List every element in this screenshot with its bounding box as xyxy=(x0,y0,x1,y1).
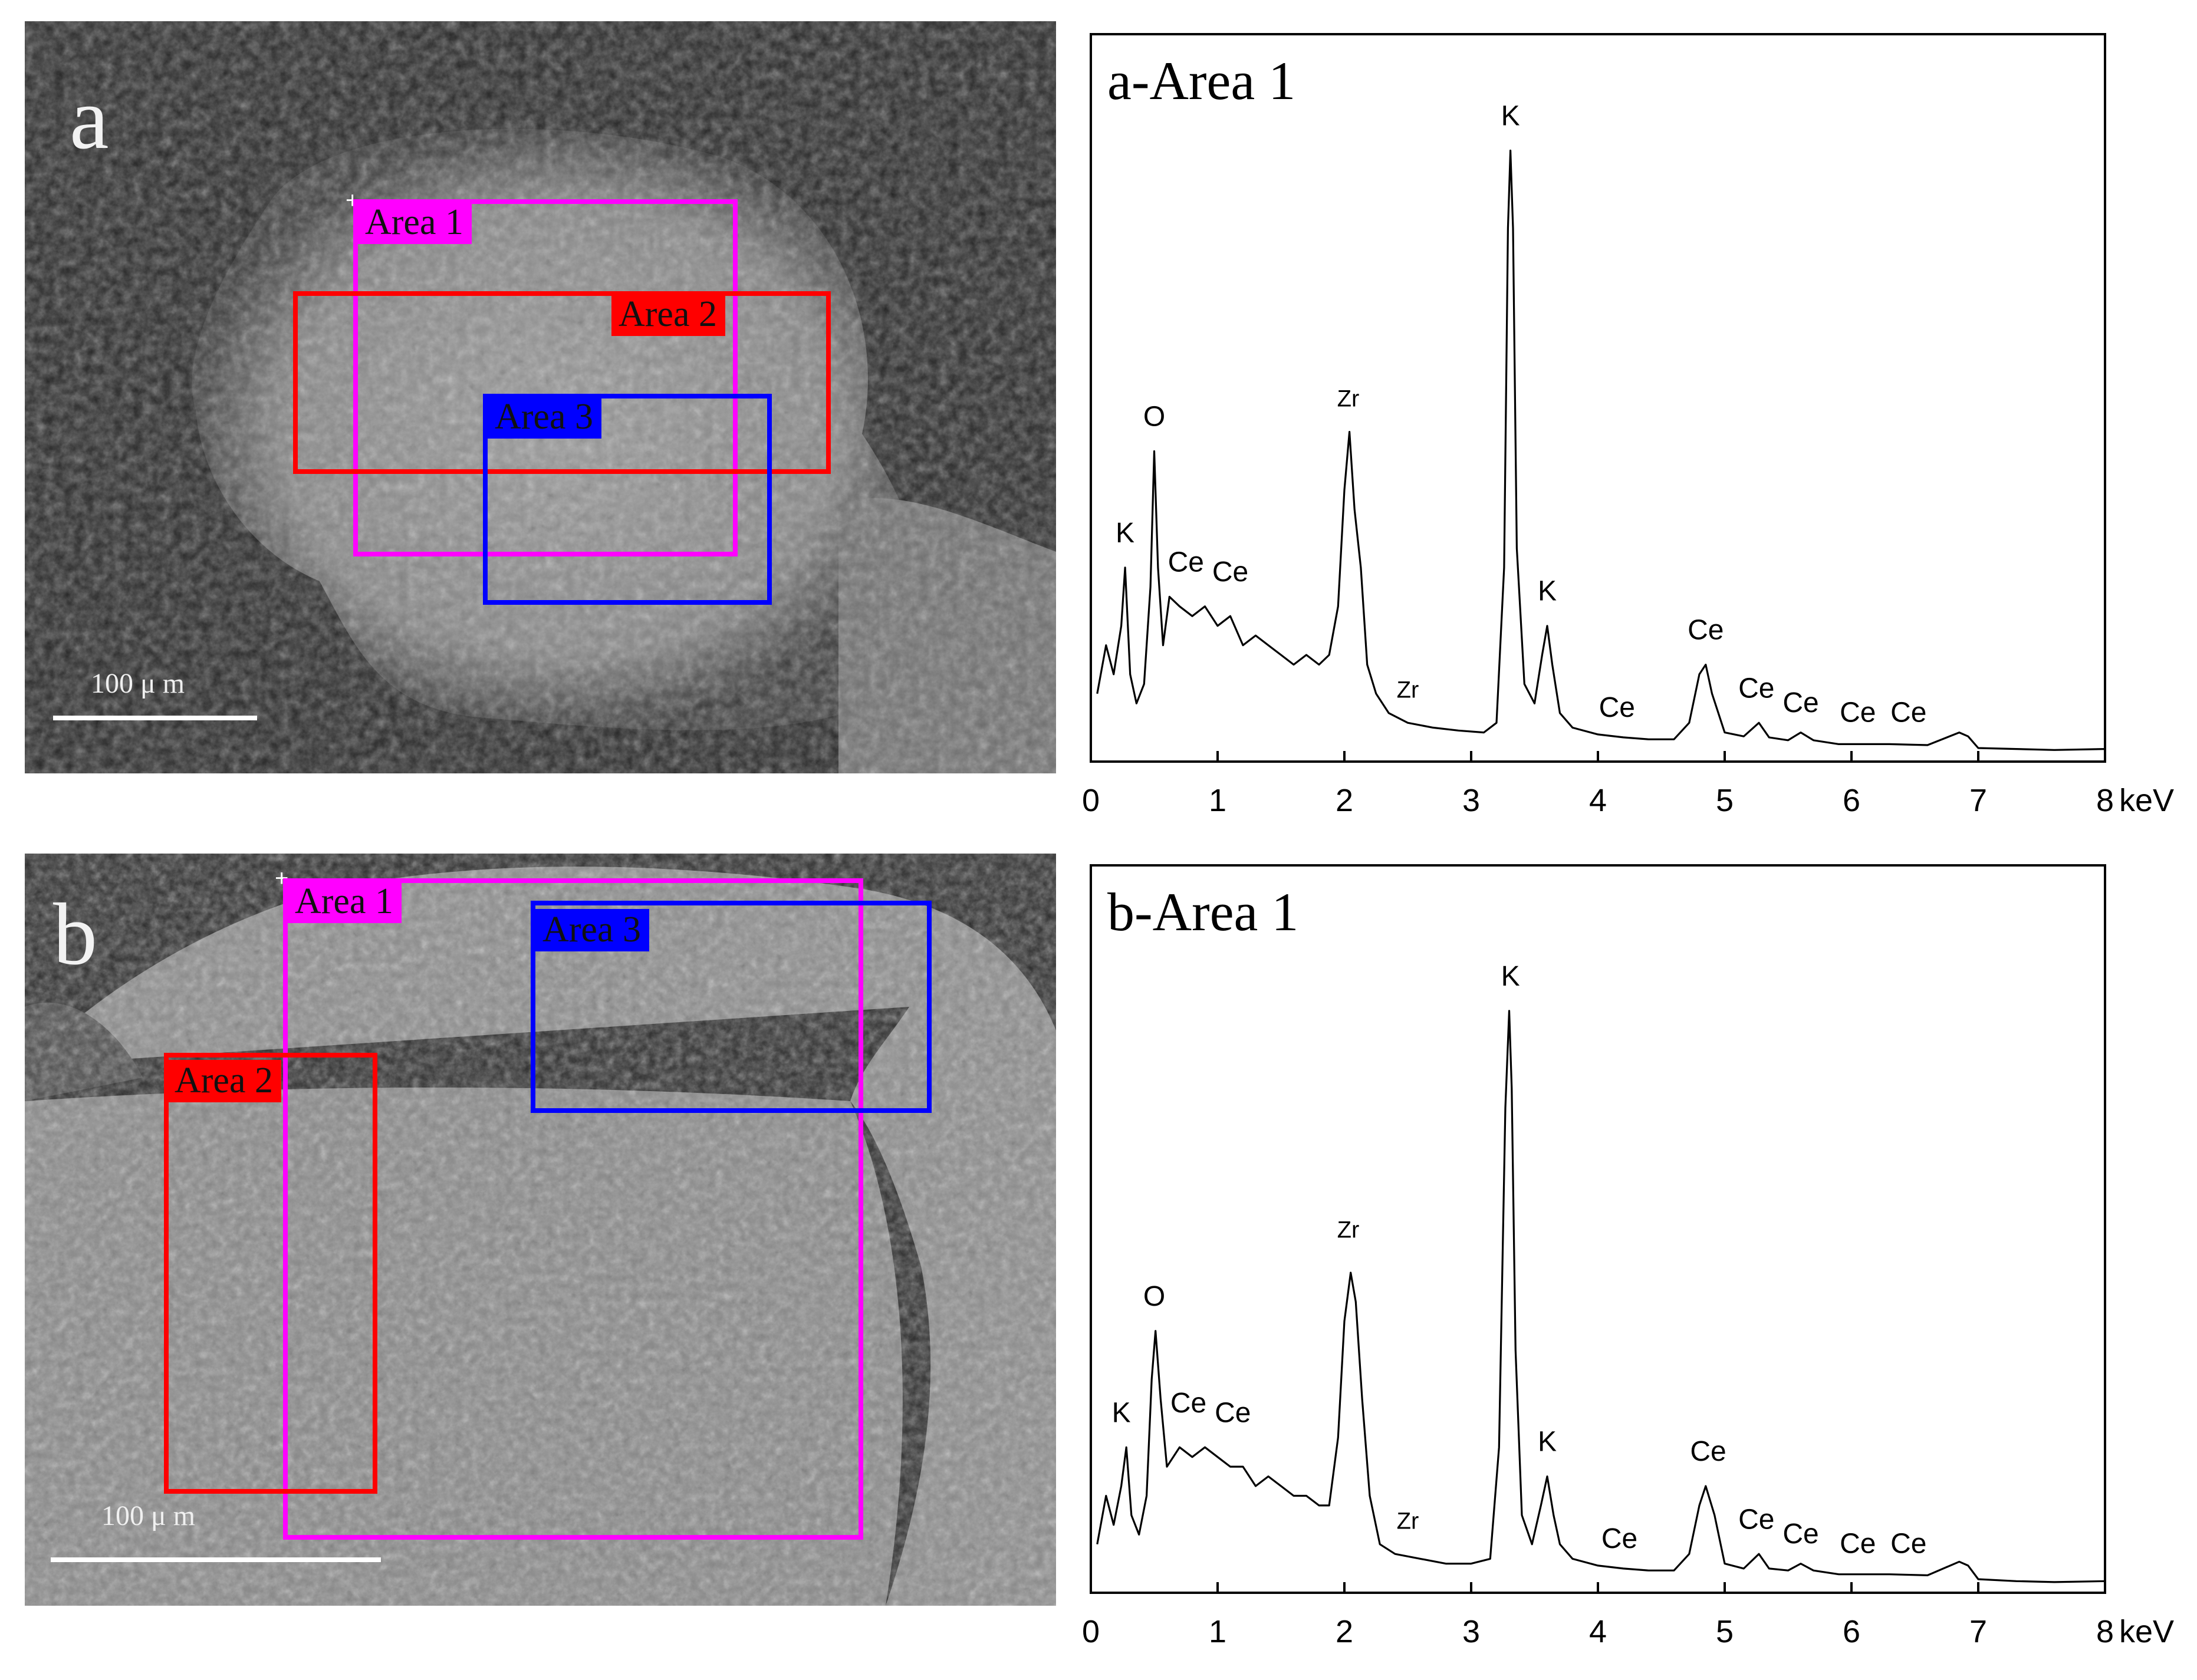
eds-spectrum-b: b-Area 1 0 1 2 3 4 5 6 7 8 keV K O Ce Ce Zr Zr K K Ce Ce Ce Ce… xyxy=(1073,855,2196,1668)
area-2-label-b: Area 2 xyxy=(167,1060,281,1102)
x-tick-label: 8 xyxy=(2096,1614,2114,1649)
scale-bar-label-a: 100 μ m xyxy=(91,668,185,699)
x-tick-label: 2 xyxy=(1336,1614,1353,1649)
spectrum-line xyxy=(1096,1010,2106,1583)
peak-label: Ce xyxy=(1688,615,1724,646)
peak-label: Ce xyxy=(1738,673,1774,704)
eds-spectrum-a: a-Area 1 0 1 2 3 4 5 6 7 8 keV K O Ce Ce Zr Zr K K Ce Ce Ce Ce… xyxy=(1073,24,2196,837)
eds-chart-b: b-Area 1 0 1 2 3 4 5 6 7 8 keV K O Ce Ce Zr Zr K K Ce Ce Ce Ce… xyxy=(1082,864,2174,1649)
peak-label: O xyxy=(1143,1281,1165,1312)
chart-title: b-Area 1 xyxy=(1107,882,1298,942)
peak-label: Ce xyxy=(1599,692,1635,723)
x-tick-label: 1 xyxy=(1209,1614,1226,1649)
sem-image-b: b + Area 1 Area 2 Area 3 100 μ m xyxy=(25,854,1056,1606)
area-1-box-a xyxy=(353,199,738,556)
area-3-box-b xyxy=(531,901,932,1113)
peak-label: Ce xyxy=(1212,556,1248,588)
scale-bar-label-b: 100 μ m xyxy=(101,1500,196,1531)
plot-frame xyxy=(1090,33,2106,763)
sem-image-a: a + Area 1 Area 2 Area 3 100 μ m xyxy=(25,21,1056,773)
peak-label: Ce xyxy=(1215,1397,1251,1428)
chart-title: a-Area 1 xyxy=(1107,51,1295,111)
peak-label: Ce xyxy=(1782,1518,1818,1550)
x-tick-label: 0 xyxy=(1082,1614,1100,1649)
peak-label: Ce xyxy=(1840,1528,1876,1559)
peak-label: K xyxy=(1538,576,1557,607)
area-1-label-a: Area 1 xyxy=(358,202,472,244)
scale-bar-a xyxy=(53,716,257,720)
peak-label: Ce xyxy=(1690,1436,1726,1467)
area-1-box-b xyxy=(283,878,863,1540)
peak-label: Ce xyxy=(1840,697,1876,728)
area-3-label-a: Area 3 xyxy=(488,396,601,439)
peak-label: Zr xyxy=(1337,386,1360,412)
x-tick-label: 1 xyxy=(1209,783,1226,818)
plot-frame xyxy=(1090,864,2106,1594)
peak-label: Zr xyxy=(1397,1508,1419,1534)
x-tick-label: 5 xyxy=(1716,783,1734,818)
peak-label: K xyxy=(1112,1397,1131,1428)
peak-label: Ce xyxy=(1601,1523,1637,1554)
area-2-box-a xyxy=(293,291,831,474)
spectrum-line xyxy=(1096,149,2106,751)
x-tick-label: 6 xyxy=(1843,783,1860,818)
area-1-label-b: Area 1 xyxy=(288,881,402,923)
peak-label: Ce xyxy=(1890,697,1926,728)
sem-texture-b xyxy=(25,854,1056,1606)
area-2-box-b xyxy=(164,1053,377,1494)
peak-label: Zr xyxy=(1397,677,1419,703)
peak-label: K xyxy=(1538,1427,1557,1458)
peak-label: O xyxy=(1143,401,1165,433)
peak-label: K xyxy=(1116,518,1134,549)
x-tick-label: 7 xyxy=(1969,1614,1987,1649)
x-tick-label: 8 xyxy=(2096,783,2114,818)
area-3-box-a xyxy=(483,394,772,605)
x-tick-label: 0 xyxy=(1082,783,1100,818)
x-tick-label: 5 xyxy=(1716,1614,1734,1649)
peak-label: Zr xyxy=(1337,1217,1360,1243)
peak-label: K xyxy=(1501,961,1520,992)
x-tick-label: 4 xyxy=(1589,1614,1607,1649)
area-2-label-a: Area 2 xyxy=(611,294,725,336)
peak-label: K xyxy=(1501,101,1520,132)
x-tick-label: 7 xyxy=(1969,783,1987,818)
x-tick-label: 2 xyxy=(1336,783,1353,818)
area-3-label-b: Area 3 xyxy=(535,909,649,951)
x-axis-unit: keV xyxy=(2119,783,2174,818)
peak-label: Ce xyxy=(1782,687,1818,719)
x-tick-label: 3 xyxy=(1462,1614,1480,1649)
x-axis-unit: keV xyxy=(2119,1614,2174,1649)
peak-label: Ce xyxy=(1890,1528,1926,1559)
panel-letter-a: a xyxy=(70,70,109,167)
scale-bar-b xyxy=(51,1557,381,1562)
x-tick-label: 4 xyxy=(1589,783,1607,818)
x-tick-label: 3 xyxy=(1462,783,1480,818)
peak-label: Ce xyxy=(1738,1504,1774,1535)
x-tick-label: 6 xyxy=(1843,1614,1860,1649)
peak-label: Ce xyxy=(1168,546,1204,578)
panel-letter-b: b xyxy=(53,885,97,983)
peak-label: Ce xyxy=(1170,1388,1206,1419)
